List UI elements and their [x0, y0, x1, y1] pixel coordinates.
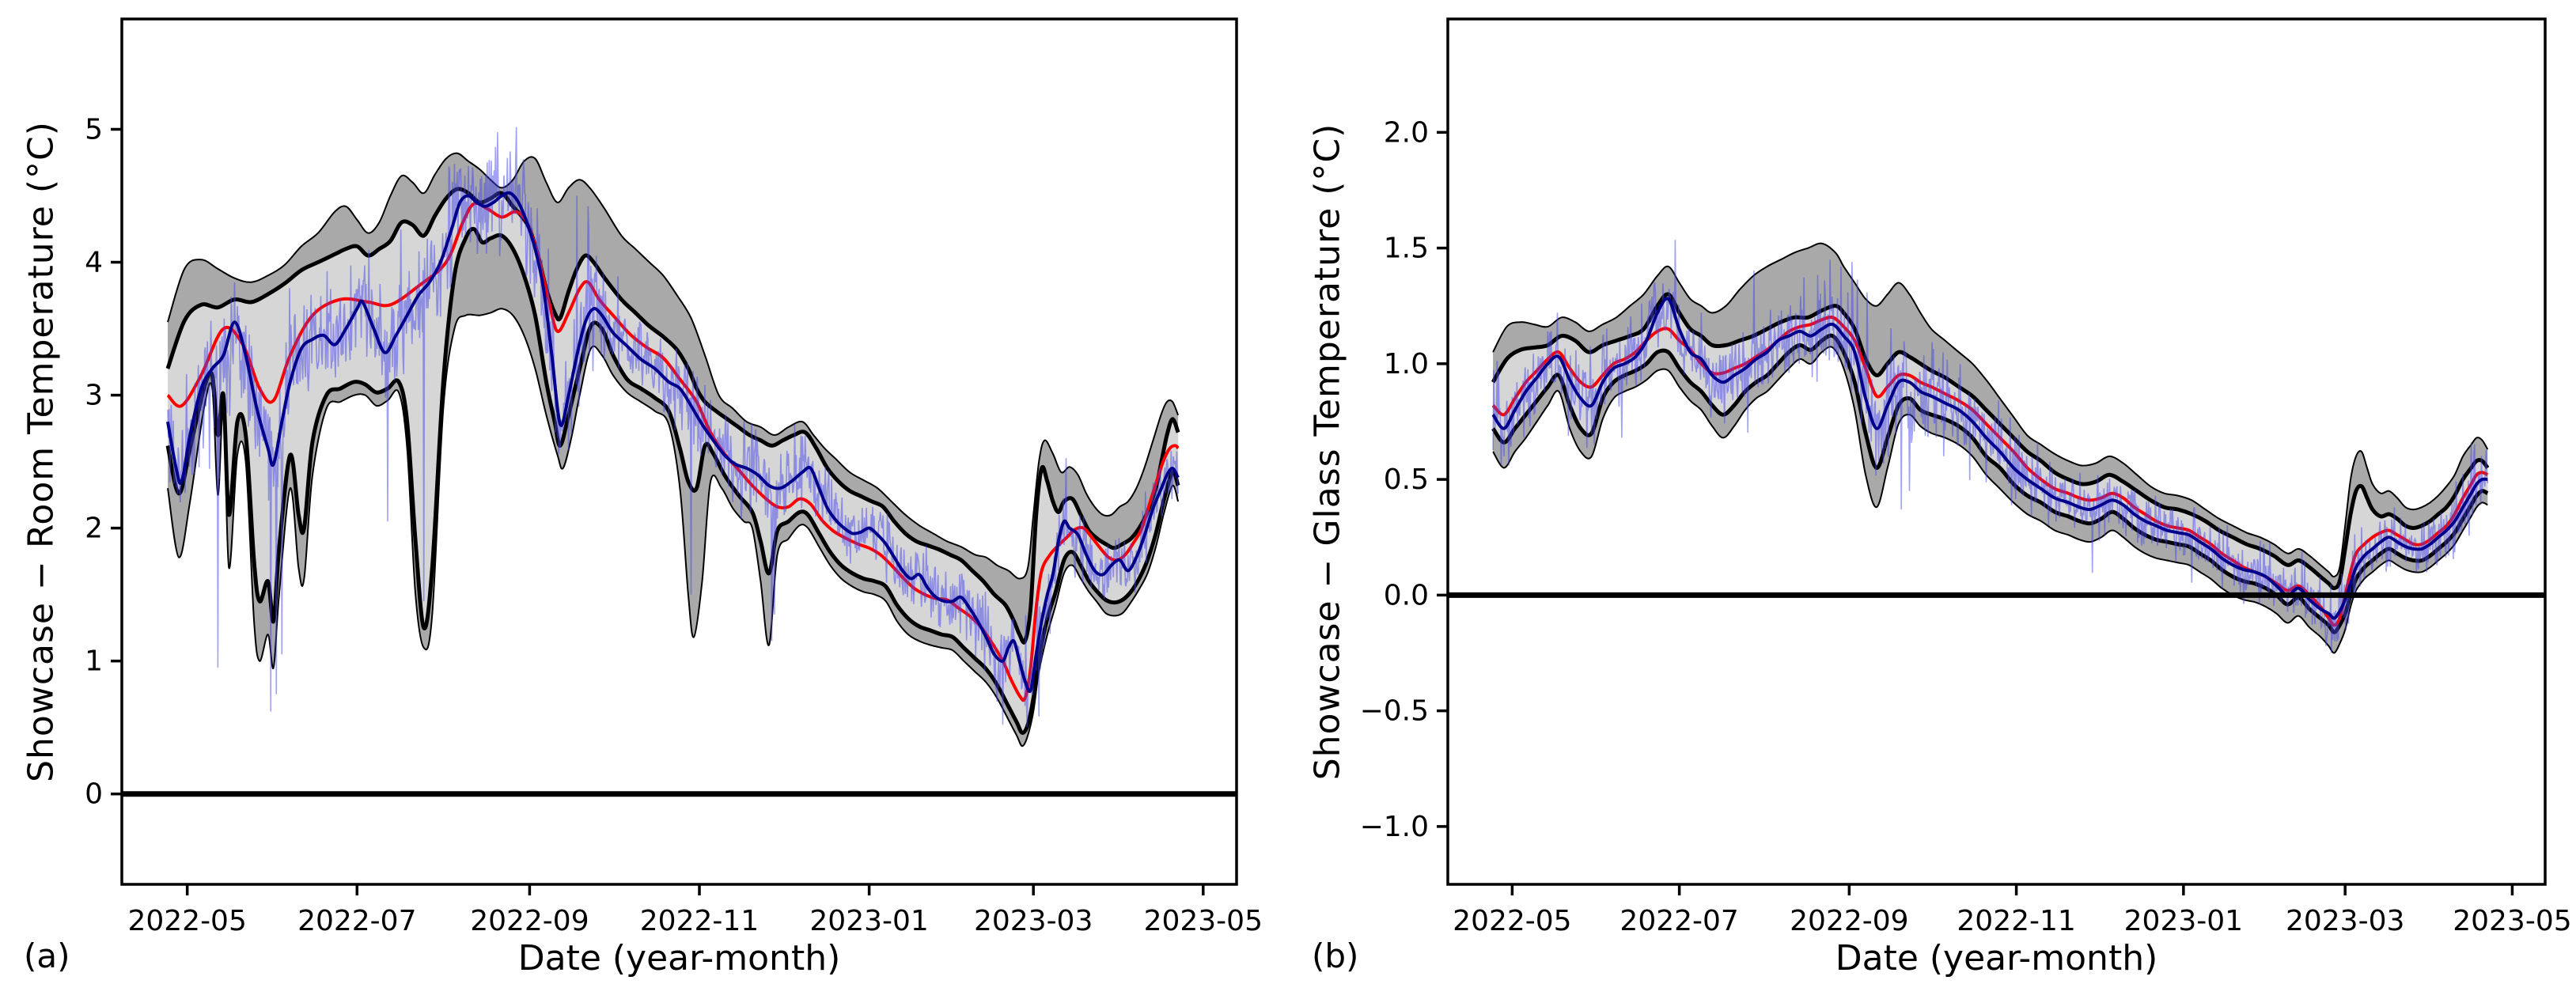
y-tick-label: 1.0: [1384, 348, 1429, 380]
y-tick-label: 0.5: [1384, 464, 1429, 496]
plot-border: [1446, 17, 2547, 886]
raw-data-line: [1492, 240, 2489, 653]
x-tick-label: 2022-07: [297, 905, 416, 937]
x-axis-label: Date (year-month): [517, 938, 841, 978]
plot-area: [165, 127, 1180, 747]
panel-label-a: (a): [24, 937, 70, 975]
chart-a-canvas: 2022-05 2022-07 2022-09 2022-11 2023-01 2023-…: [85, 17, 1263, 937]
x-tick-label: 2023-05: [1144, 905, 1263, 937]
outer-band-lower-edge: [1492, 346, 2488, 654]
smoothed-line: [1491, 297, 2488, 620]
x-tick-label: 2022-05: [1453, 905, 1571, 937]
x-tick-label: 2022-09: [1790, 905, 1908, 937]
plot-border: [120, 17, 1238, 886]
x-tick-label: 2022-11: [640, 905, 759, 937]
raw-data-line: [167, 127, 1179, 728]
x-tick-label: 2022-05: [127, 905, 246, 937]
panel-label-b: (b): [1312, 937, 1359, 975]
y-tick-label: 1.5: [1384, 233, 1429, 265]
y-tick-label: 4: [85, 247, 103, 279]
x-tick-label: 2022-09: [470, 905, 589, 937]
y-tick-label: −0.5: [1360, 695, 1429, 728]
x-tick-label: 2022-11: [1957, 905, 2075, 937]
x-tick-label: 2023-03: [974, 905, 1093, 937]
x-tick-label: 2023-05: [2453, 905, 2571, 937]
panel-b: 2022-05 2022-07 2022-09 2022-11 2023-01 2023-…: [1288, 0, 2576, 984]
panel-a: 2022-05 2022-07 2022-09 2022-11 2023-01 2023-…: [21, 17, 1263, 978]
inner-band-lower-edge: [165, 226, 1180, 735]
outer-band-lower-edge: [167, 308, 1180, 747]
x-tick-label: 2023-03: [2286, 905, 2404, 937]
x-tick-label: 2022-07: [1619, 905, 1738, 937]
plot-area: [1491, 240, 2490, 654]
y-tick-label: 0: [85, 778, 103, 811]
x-tick-label: 2023-01: [809, 905, 928, 937]
y-tick-label: 2.0: [1384, 116, 1429, 149]
outer-band-upper-edge: [1492, 242, 2489, 578]
smoothed-line: [166, 191, 1180, 693]
inner-band-upper-edge: [1491, 292, 2490, 591]
y-tick-label: 0.0: [1384, 579, 1429, 611]
y-axis-label: Showcase − Glass Temperature (°C): [1307, 123, 1348, 781]
chart-b-canvas: 2022-05 2022-07 2022-09 2022-11 2023-01 2023-…: [1360, 17, 2572, 937]
y-tick-label: 2: [85, 513, 103, 545]
x-axis-label: Date (year-month): [1835, 938, 2158, 978]
y-axis-label: Showcase − Room Temperature (°C): [21, 121, 62, 782]
y-tick-label: 1: [85, 645, 103, 678]
y-tick-label: 5: [85, 113, 103, 146]
y-tick-label: 3: [85, 380, 103, 412]
red-model-line: [166, 201, 1180, 702]
x-tick-label: 2023-01: [2124, 905, 2243, 937]
y-tick-label: −1.0: [1360, 811, 1429, 843]
